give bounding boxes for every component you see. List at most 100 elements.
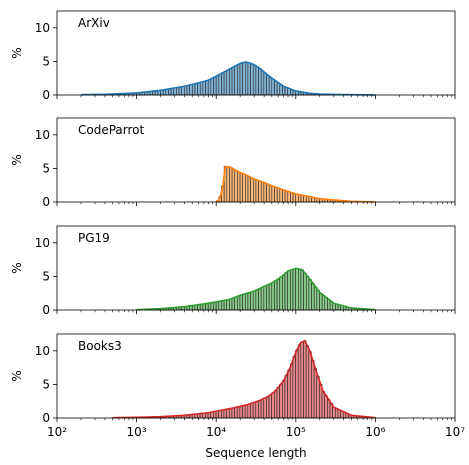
histogram-bar — [205, 303, 209, 311]
histogram-bar — [244, 293, 249, 311]
histogram-bar — [236, 406, 241, 419]
histogram-bar — [313, 368, 318, 419]
histogram-bar — [253, 179, 257, 203]
histogram-bar — [231, 407, 235, 419]
panel-title: CodeParrot — [78, 123, 145, 137]
histogram-bar — [223, 299, 228, 311]
histogram-bar — [287, 191, 291, 203]
histogram-bar — [308, 279, 312, 311]
histogram-bar — [229, 298, 233, 311]
y-tick-label: 5 — [42, 269, 50, 283]
histogram-bar — [263, 72, 267, 96]
histogram-bar — [266, 74, 270, 96]
y-tick-label: 0 — [42, 303, 50, 317]
histogram-bar — [300, 194, 304, 203]
panel-codeparrot: 0 5 10% CodeParrot — [10, 117, 456, 209]
histogram-bar — [250, 291, 254, 311]
histogram-bar — [279, 276, 283, 311]
histogram-bar — [229, 68, 233, 96]
histogram-bar — [258, 400, 262, 419]
histogram-bar — [173, 87, 177, 96]
histogram-bar — [321, 391, 325, 419]
y-tick-label: 5 — [42, 161, 50, 175]
histogram-bar — [242, 293, 246, 311]
histogram-bar — [260, 181, 265, 203]
panel-pg19: 0 5 10% PG19 — [10, 225, 456, 317]
histogram-bar — [276, 278, 281, 311]
histogram-bar — [221, 300, 225, 311]
histogram-bar — [226, 299, 230, 311]
y-tick-label: 5 — [42, 377, 50, 391]
histogram-bar — [305, 345, 310, 419]
histogram-bar — [191, 83, 196, 96]
histogram-bar — [300, 269, 304, 311]
histogram-bar — [189, 84, 193, 96]
histogram-bar — [284, 272, 288, 311]
histogram-bar — [223, 71, 228, 96]
histogram-bar — [260, 398, 265, 419]
histogram-bar — [334, 408, 339, 419]
histogram-bar — [213, 76, 217, 96]
histogram-bar — [231, 168, 236, 203]
histogram-bar — [170, 88, 175, 96]
histogram-bar — [295, 193, 299, 203]
y-tick-label: 10 — [35, 21, 50, 35]
x-tick-label: 10³ — [127, 425, 147, 439]
y-tick-label: 10 — [35, 128, 50, 142]
y-axis-label: % — [10, 47, 24, 58]
panel-title: ArXiv — [78, 16, 110, 30]
density-line — [136, 267, 376, 311]
histogram-bar — [242, 62, 246, 96]
histogram-bar — [242, 405, 246, 419]
histogram-bar — [281, 380, 286, 419]
density-line — [215, 165, 376, 203]
histogram-bar — [215, 301, 220, 311]
histogram-bar — [268, 283, 273, 311]
histogram-bar — [268, 76, 273, 96]
histogram-bar — [210, 302, 214, 311]
histogram-bar — [239, 62, 243, 96]
histogram-bar — [184, 85, 188, 96]
histogram-bar — [234, 406, 238, 419]
histogram-bar — [274, 80, 278, 96]
histogram-bar — [186, 85, 190, 96]
y-axis-label: % — [10, 370, 24, 381]
histogram-bar — [226, 69, 230, 96]
histogram-bar — [245, 62, 249, 96]
x-axis-label: Sequence length — [205, 446, 306, 460]
y-tick-label: 10 — [35, 344, 50, 358]
histogram-bar — [234, 170, 238, 203]
histogram-bar — [311, 359, 315, 419]
histogram-bar — [229, 167, 233, 203]
histogram-bar — [290, 192, 294, 203]
histogram-bar — [250, 402, 254, 419]
histogram-bar — [284, 375, 288, 419]
histogram-bar — [247, 176, 251, 203]
histogram-bar — [258, 288, 262, 311]
histogram-bar — [266, 284, 270, 311]
histogram-bar — [271, 78, 275, 96]
histogram-bar — [274, 390, 278, 419]
histogram-bar — [268, 394, 272, 419]
histogram-bar — [313, 286, 318, 311]
histogram-bar — [289, 363, 294, 419]
histogram-bar — [284, 190, 289, 203]
histogram-bar — [255, 401, 259, 419]
x-tick-label: 10⁴ — [206, 425, 226, 439]
histogram-bar — [263, 397, 267, 419]
histogram-bar — [287, 270, 291, 311]
histogram-bar — [250, 177, 254, 203]
histogram-bar — [324, 297, 328, 311]
histogram-bar — [292, 193, 297, 203]
histogram-bar — [207, 79, 212, 96]
histogram-bar — [308, 351, 312, 419]
histogram-bar — [226, 408, 230, 419]
histogram-bar — [276, 187, 281, 203]
histogram-bar — [231, 297, 235, 311]
histogram-bar — [271, 282, 275, 311]
histogram-bar — [242, 173, 246, 203]
histogram-bar — [295, 268, 299, 311]
histogram-bar — [311, 282, 315, 311]
histogram-bar — [260, 70, 265, 96]
